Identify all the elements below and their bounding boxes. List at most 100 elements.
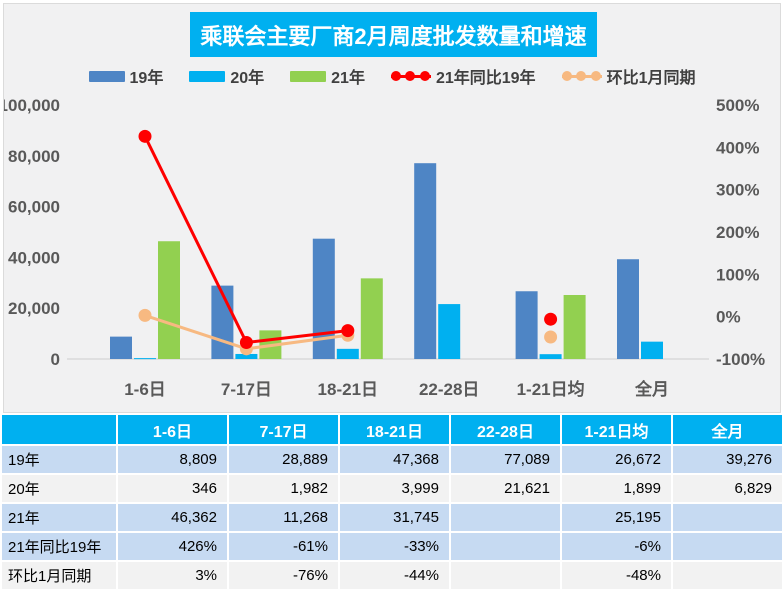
left-axis-tick-label: 60,000 [8,198,60,217]
table-cell [451,504,560,531]
table-cell: 8,809 [118,446,227,473]
bar-series1-group3 [438,304,461,359]
legend-label: 环比1月同期 [606,70,696,87]
table-header-cell: 1-21日均 [562,415,671,444]
table-cell: 25,195 [562,504,671,531]
bar-series0-group2 [312,238,335,359]
table-cell: 3% [118,562,227,589]
table-row-4: 环比1月同期 3% -76% -44% -48% [2,562,782,589]
legend-label: 20年 [230,70,265,87]
table-cell [673,504,782,531]
point-series1-group0 [138,308,152,322]
x-axis-label: 全月 [634,379,669,399]
point-series1-group4 [544,330,558,344]
legend-swatch-line-icon [561,71,602,82]
bar-series0-group5 [617,259,639,359]
legend-label: 21年同比19年 [435,70,536,87]
table-header-cell: 7-17日 [229,415,338,444]
bar-series1-group4 [539,354,562,359]
right-axis-tick-label: 500% [716,96,759,115]
x-axis-label: 18-21日 [318,380,378,399]
data-table: 1-6日 7-17日 18-21日 22-28日 1-21日均 全月 19年 8,809 28… [0,413,784,591]
table-cell: 47,368 [340,446,449,473]
right-axis-tick-label: 200% [716,223,759,242]
legend-swatch-line-icon [390,71,431,82]
table-cell [451,562,560,589]
chart-plot: 0 20,000 40,000 60,000 80,000 100,000 -100% 0% 1… [4,96,765,399]
table-cell: -33% [340,533,449,560]
legend-item-4: 环比1月同期 [561,64,696,88]
table-section: 1-6日 7-17日 18-21日 22-28日 1-21日均 全月 19年 8,809 28… [0,413,784,589]
bar-series1-group1 [235,353,258,359]
table-header-cell: 全月 [673,415,782,444]
table-cell: -6% [562,533,671,560]
x-axis-label: 1-6日 [124,380,166,399]
bar-series0-group0 [110,336,132,359]
table-cell: 3,999 [340,475,449,502]
legend-item-1: 20年 [189,64,264,88]
chart-area: 乘联会主要厂商2月周度批发数量和增速 19年 20年 21年 21年同比19年 环比1月… [3,3,781,413]
legend-swatch-bar-icon [189,70,226,82]
bar-series2-group4 [563,295,586,359]
right-axis-tick-label: -100% [716,350,765,369]
left-axis-tick-label: 100,000 [4,96,60,115]
x-axis-label: 7-17日 [221,380,272,399]
row-label: 19年 [2,446,116,473]
table-cell: -76% [229,562,338,589]
table-cell: 11,268 [229,504,338,531]
left-axis-tick-label: 40,000 [8,248,60,267]
x-axis-label: 1-21日均 [517,379,585,399]
table-row-2: 21年 46,362 11,268 31,745 25,195 [2,504,782,531]
bar-series2-group0 [158,241,180,359]
table-header-row: 1-6日 7-17日 18-21日 22-28日 1-21日均 全月 [2,415,782,444]
table-cell: 346 [118,475,227,502]
point-series0-group1 [239,335,253,349]
chart-legend: 19年 20年 21年 21年同比19年 环比1月同期 [4,64,780,88]
table-row-3: 21年同比19年 426% -61% -33% -6% [2,533,782,560]
table-cell: 77,089 [451,446,560,473]
bar-series2-group2 [360,278,383,359]
table-cell: 46,362 [118,504,227,531]
legend-swatch-bar-icon [88,70,125,82]
x-axis-label: 22-28日 [419,380,479,399]
table-cell: 6,829 [673,475,782,502]
table-cell: 21,621 [451,475,560,502]
point-series0-group0 [138,129,152,143]
point-series0-group2 [341,324,355,338]
table-header-cell: 22-28日 [451,415,560,444]
bar-series1-group2 [336,348,359,359]
table-row-1: 20年 346 1,982 3,999 21,621 1,899 6,829 [2,475,782,502]
table-cell: 28,889 [229,446,338,473]
row-label: 环比1月同期 [2,562,116,589]
table-cell: -61% [229,533,338,560]
chart-title: 乘联会主要厂商2月周度批发数量和增速 [190,12,597,57]
bar-series1-group5 [641,341,663,359]
table-header-cell: 18-21日 [340,415,449,444]
bar-series0-group4 [515,291,538,359]
legend-item-3: 21年同比19年 [390,64,536,88]
legend-item-2: 21年 [290,64,365,88]
legend-swatch-bar-icon [290,70,327,82]
right-axis-tick-label: 0% [716,308,741,327]
table-cell: 426% [118,533,227,560]
legend-item-0: 19年 [88,64,163,88]
right-axis-tick-label: 400% [716,138,759,157]
bar-series0-group3 [414,163,437,359]
row-label: 21年同比19年 [2,533,116,560]
right-axis-tick-label: 100% [716,265,759,284]
table-cell: 31,745 [340,504,449,531]
left-axis-tick-label: 0 [51,350,60,369]
left-axis-tick-label: 20,000 [8,299,60,318]
row-label: 20年 [2,475,116,502]
bar-series1-group0 [134,358,156,360]
table-cell: 1,982 [229,475,338,502]
table-corner-cell [2,415,116,444]
table-cell [451,533,560,560]
table-cell: -48% [562,562,671,589]
table-cell: 39,276 [673,446,782,473]
table-cell: -44% [340,562,449,589]
table-row-0: 19年 8,809 28,889 47,368 77,089 26,672 39,276 [2,446,782,473]
table-cell [673,562,782,589]
right-axis-tick-label: 300% [716,181,759,200]
